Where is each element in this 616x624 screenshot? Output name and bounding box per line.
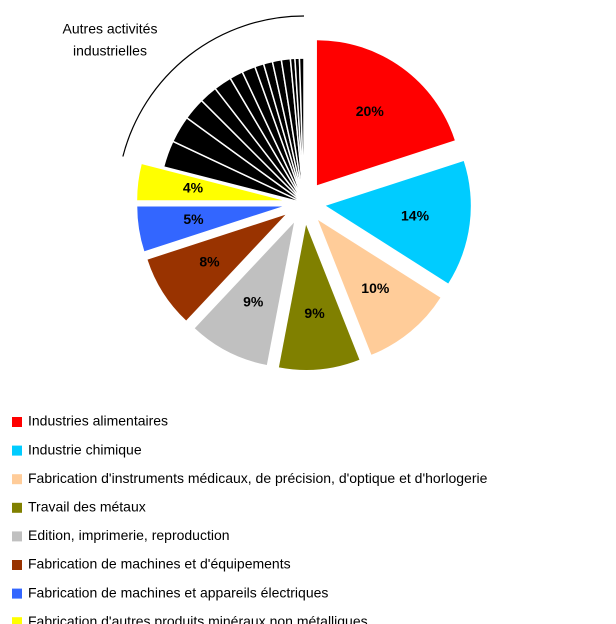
data-label: 9% — [304, 305, 325, 321]
legend-swatch — [12, 502, 22, 513]
legend-label: Fabrication d'instruments médicaux, de p… — [28, 470, 488, 486]
data-label: 4% — [183, 180, 204, 196]
legend-swatch — [12, 588, 22, 599]
data-label: 5% — [183, 211, 204, 227]
legend-label: Travail des métaux — [28, 499, 146, 515]
legend-label: Edition, imprimerie, reproduction — [28, 527, 230, 543]
data-label: 8% — [199, 254, 220, 270]
data-label: 14% — [401, 208, 430, 224]
legend-swatch — [12, 474, 22, 485]
legend-label: Fabrication d'autres produits minéraux n… — [28, 613, 368, 624]
legend-label: Industrie chimique — [28, 441, 142, 457]
legend-label: Fabrication de machines et appareils éle… — [28, 584, 328, 600]
legend-label: Industries alimentaires — [28, 413, 168, 429]
data-label: 9% — [243, 293, 264, 309]
data-label: 20% — [356, 103, 385, 119]
pie-slice — [137, 206, 283, 252]
pie-slice — [318, 219, 441, 355]
pie-slice — [137, 164, 283, 201]
annotation: industrielles — [73, 43, 147, 59]
legend-swatch — [12, 417, 22, 427]
data-label: 10% — [361, 280, 390, 296]
pie-slice — [325, 160, 471, 284]
pie-slice — [298, 57, 305, 204]
legend-swatch — [12, 617, 22, 624]
legend-swatch — [12, 445, 22, 456]
legend-swatch — [12, 560, 22, 570]
pie-slice — [147, 214, 286, 321]
pie-slice — [194, 222, 295, 366]
legend-swatch — [12, 531, 22, 542]
pie-slice — [278, 224, 360, 370]
pie-slice — [316, 40, 455, 186]
annotation: Autres activités — [63, 21, 158, 37]
legend-label: Fabrication de machines et d'équipements — [28, 556, 291, 572]
annotation-arc — [122, 15, 305, 157]
